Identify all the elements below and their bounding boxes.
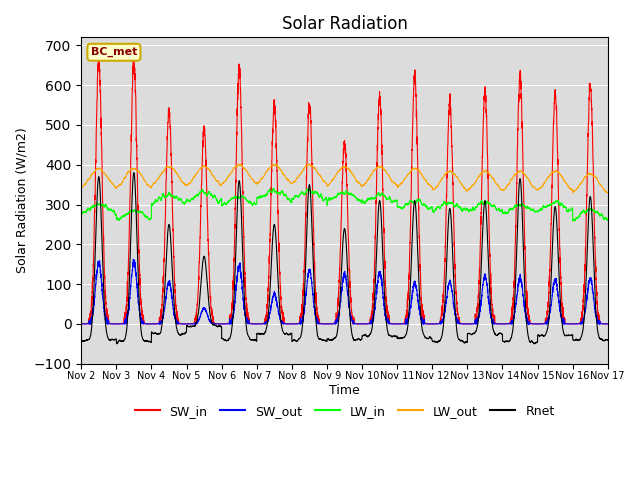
X-axis label: Time: Time <box>329 384 360 397</box>
Title: Solar Radiation: Solar Radiation <box>282 15 408 33</box>
Y-axis label: Solar Radiation (W/m2): Solar Radiation (W/m2) <box>15 128 28 274</box>
Legend: SW_in, SW_out, LW_in, LW_out, Rnet: SW_in, SW_out, LW_in, LW_out, Rnet <box>129 400 559 423</box>
Text: BC_met: BC_met <box>91 47 137 58</box>
